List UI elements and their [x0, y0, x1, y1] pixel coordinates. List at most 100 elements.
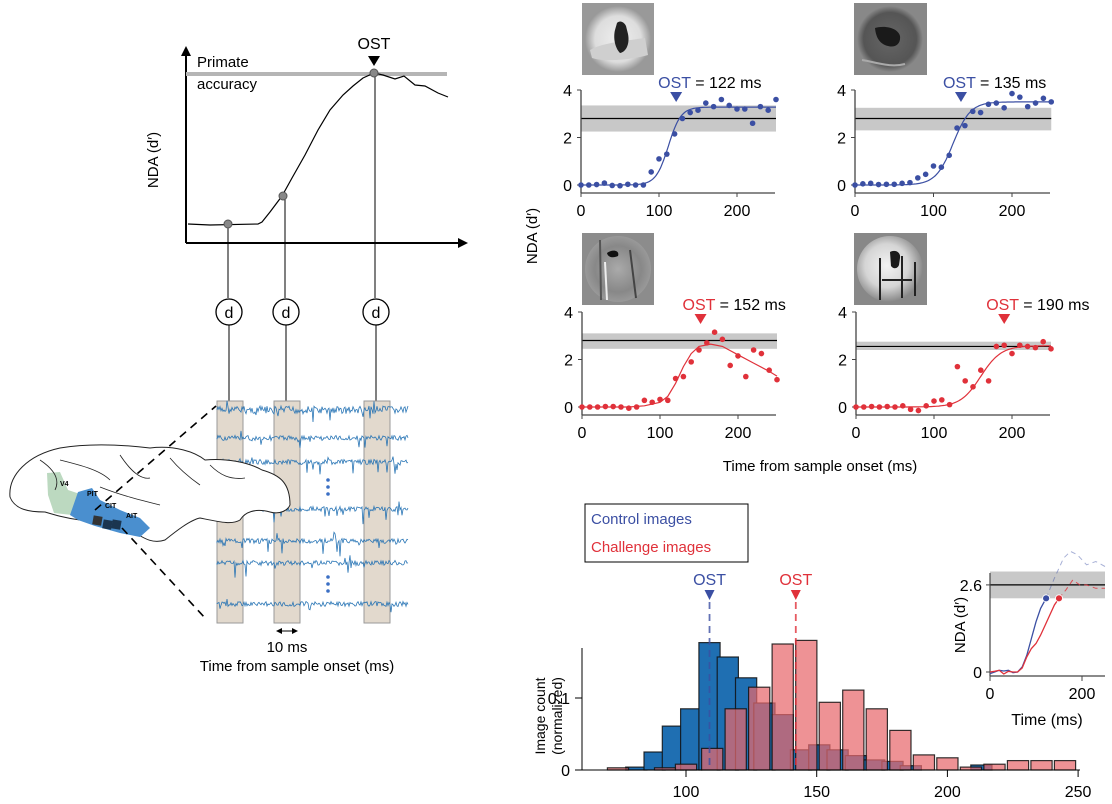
- stimulus-thumbnail-1: [582, 3, 654, 75]
- data-point: [938, 164, 945, 170]
- data-point: [1040, 338, 1046, 345]
- hist-ost-marker-icon: [790, 590, 801, 600]
- data-point: [609, 182, 615, 189]
- nda-chart-122ms: 0 2 4 0 100 200 OST = 122 ms: [563, 75, 779, 220]
- data-point: [1009, 90, 1015, 97]
- y-tick-label: 0: [838, 400, 847, 417]
- data-point: [1040, 95, 1047, 102]
- data-point: [1048, 99, 1055, 105]
- data-point: [632, 182, 639, 188]
- schematic-panel: Primate accuracy NDA (d′) OST d d d: [145, 36, 468, 402]
- primate-accuracy-label-1: Primate: [197, 54, 249, 71]
- hist-x-tick-label: 250: [1065, 784, 1092, 801]
- challenge-bar: [865, 708, 889, 771]
- data-point: [954, 125, 960, 131]
- data-point: [1001, 342, 1007, 349]
- brain-diagram: V4 PIT CIT AIT: [9, 405, 291, 619]
- brain-label-cit: CIT: [105, 503, 117, 510]
- data-point: [579, 404, 585, 410]
- x-tick-label: 0: [851, 203, 860, 220]
- data-point: [931, 398, 937, 404]
- data-point: [915, 407, 922, 414]
- electrode-array-2: [102, 519, 113, 530]
- data-point: [641, 397, 648, 404]
- time-point-marker-3: [369, 68, 379, 78]
- stimulus-thumbnail-2: [854, 3, 927, 75]
- schematic-ost-marker-icon: [368, 56, 380, 66]
- inset-x-label: Time (ms): [1011, 712, 1082, 729]
- challenge-bar: [1053, 759, 1077, 771]
- neural-recordings-panel: 10 ms Time from sample onset (ms): [200, 400, 409, 675]
- ost-title-prefix: OST: [986, 297, 1019, 314]
- data-point: [946, 401, 953, 408]
- hist-ost-label: OST: [779, 572, 812, 589]
- inset-ost-point: [1055, 594, 1063, 603]
- data-point: [633, 404, 640, 410]
- data-point: [922, 171, 929, 178]
- shared-y-label: NDA (d′): [524, 208, 541, 264]
- data-point: [766, 367, 772, 373]
- ost-title-prefix: OST: [943, 75, 976, 92]
- x-tick-label: 200: [999, 203, 1026, 220]
- data-point: [1001, 105, 1007, 111]
- data-point: [602, 403, 609, 410]
- y-tick-label: 4: [837, 83, 846, 100]
- data-point: [672, 375, 679, 382]
- challenge-bar: [889, 729, 912, 771]
- data-point: [726, 102, 732, 109]
- data-point: [1009, 350, 1015, 357]
- hist-x-tick-label: 100: [673, 784, 700, 801]
- data-point: [648, 169, 654, 175]
- data-point: [946, 152, 952, 159]
- data-point: [727, 362, 733, 369]
- fit-curve: [856, 345, 1051, 408]
- data-point: [1024, 343, 1031, 350]
- y-tick-label: 2: [564, 353, 573, 370]
- nda-inset-chart: 0 2.6 0 200 Time (ms) NDA (d′): [952, 550, 1106, 729]
- y-tick-label: 2: [563, 131, 572, 148]
- data-point: [625, 181, 631, 188]
- ost-title-value: = 135 ms: [976, 75, 1047, 92]
- brain-sulci: [39, 454, 246, 506]
- data-point: [868, 403, 875, 410]
- data-point: [695, 107, 701, 113]
- x-tick-label: 100: [920, 203, 947, 220]
- hist-y-tick-label: 0.1: [548, 691, 570, 708]
- inset-x-tick-label: 200: [1069, 686, 1096, 703]
- neural-trace: [216, 555, 409, 578]
- data-point: [593, 181, 600, 188]
- brain-label-pit: PIT: [87, 491, 99, 498]
- data-point: [970, 384, 976, 390]
- inset-x-tick-label: 0: [986, 686, 995, 703]
- challenge-bar: [912, 754, 936, 771]
- ost-marker-icon: [954, 92, 967, 102]
- ost-title: OST = 152 ms: [683, 297, 786, 314]
- x-tick-label: 100: [921, 425, 948, 442]
- ost-title: OST = 122 ms: [658, 75, 761, 92]
- challenge-bar: [724, 708, 747, 771]
- data-point: [962, 122, 968, 129]
- ost-title-prefix: OST: [658, 75, 691, 92]
- inset-y-label: NDA (d′): [952, 597, 969, 653]
- data-point: [680, 373, 687, 380]
- hist-x-tick-label: 150: [803, 784, 830, 801]
- data-point: [985, 378, 992, 384]
- data-point: [993, 343, 1000, 350]
- data-point: [1032, 100, 1039, 106]
- zoom-line-top: [94, 405, 217, 511]
- hist-ost-label: OST: [693, 572, 726, 589]
- data-point: [718, 96, 725, 103]
- data-point: [749, 120, 756, 127]
- decoder-label: d: [225, 305, 234, 322]
- data-point: [696, 347, 702, 353]
- data-point: [907, 179, 913, 186]
- electrode-array-1: [92, 515, 103, 526]
- ost-title-value: = 152 ms: [715, 297, 786, 314]
- data-point: [618, 404, 624, 410]
- stimulus-thumbnail-4: [854, 233, 927, 305]
- time-point-marker-1: [223, 219, 233, 229]
- data-point: [711, 329, 718, 335]
- challenge-bar: [771, 643, 794, 771]
- data-point: [719, 336, 726, 343]
